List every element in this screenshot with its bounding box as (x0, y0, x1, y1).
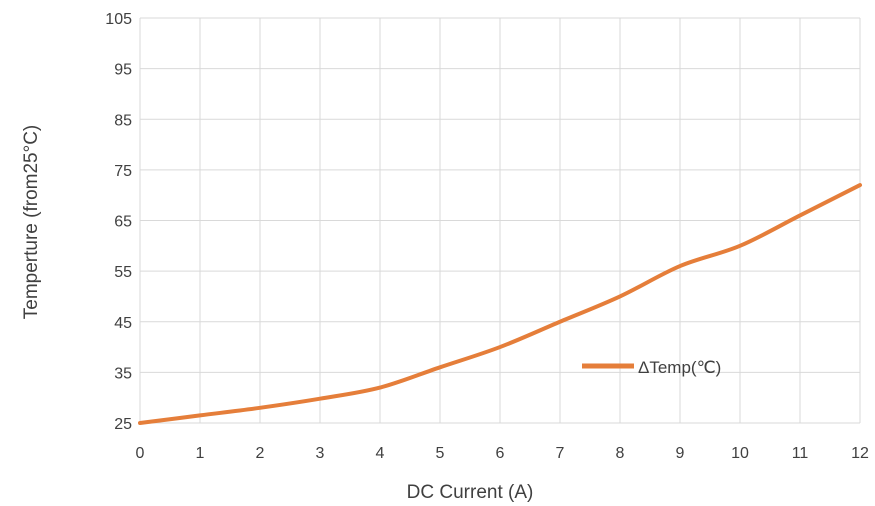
y-tick-label: 75 (114, 163, 132, 180)
grid (139, 17, 861, 424)
x-tick-label: 4 (376, 445, 385, 462)
y-tick-label: 25 (114, 416, 132, 433)
x-tick-label: 9 (676, 445, 685, 462)
x-tick-labels: 0 1 2 3 4 5 6 7 8 9 10 11 12 (136, 445, 869, 462)
y-tick-label: 95 (114, 62, 132, 79)
y-tick-label: 35 (114, 365, 132, 382)
x-tick-label: 12 (851, 445, 869, 462)
x-tick-label: 3 (316, 445, 325, 462)
x-tick-label: 5 (436, 445, 445, 462)
x-tick-label: 8 (616, 445, 625, 462)
y-tick-label: 85 (114, 112, 132, 129)
series-line (138, 183, 862, 425)
x-axis-label: DC Current (A) (407, 482, 534, 503)
x-tick-label: 7 (556, 445, 565, 462)
legend: ΔTemp(℃) (582, 358, 721, 377)
y-tick-label: 105 (105, 11, 132, 28)
legend-label: ΔTemp(℃) (638, 358, 721, 377)
x-tick-label: 1 (196, 445, 205, 462)
y-axis-label: Temperture (from25°C) (21, 125, 42, 319)
series-group (138, 183, 862, 425)
y-tick-label: 55 (114, 264, 132, 281)
x-tick-label: 10 (731, 445, 749, 462)
x-tick-label: 11 (792, 445, 809, 462)
x-tick-label: 0 (136, 445, 145, 462)
x-tick-label: 6 (496, 445, 505, 462)
y-tick-label: 45 (114, 315, 132, 332)
y-tick-labels: 25 35 45 55 65 75 85 95 105 (105, 11, 132, 433)
y-tick-label: 65 (114, 214, 132, 231)
x-tick-label: 2 (256, 445, 265, 462)
